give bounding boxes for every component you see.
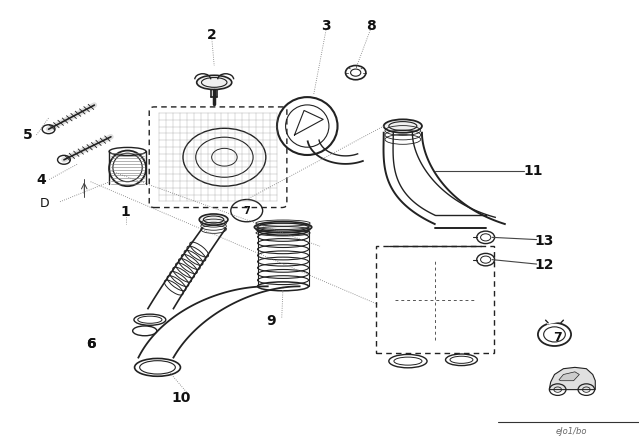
Text: 5: 5 xyxy=(23,128,33,142)
Text: 12: 12 xyxy=(534,258,554,272)
Text: 3: 3 xyxy=(321,19,331,33)
Text: 6: 6 xyxy=(86,337,95,351)
Text: 9: 9 xyxy=(266,314,276,328)
Ellipse shape xyxy=(254,222,312,233)
Ellipse shape xyxy=(196,75,232,90)
Text: D: D xyxy=(40,198,49,211)
Polygon shape xyxy=(549,367,595,390)
Text: 7: 7 xyxy=(553,331,561,344)
Text: 13: 13 xyxy=(534,234,554,248)
Polygon shape xyxy=(559,372,579,381)
Text: 11: 11 xyxy=(524,164,543,178)
Ellipse shape xyxy=(199,214,228,225)
Text: 1: 1 xyxy=(121,205,131,219)
Text: 7: 7 xyxy=(243,206,250,215)
Text: 6: 6 xyxy=(86,337,95,351)
Text: 4: 4 xyxy=(36,173,46,187)
Text: 10: 10 xyxy=(172,391,191,405)
Text: 8: 8 xyxy=(366,19,376,33)
Ellipse shape xyxy=(384,119,422,133)
Text: 2: 2 xyxy=(207,28,216,42)
Text: eJo1/bo: eJo1/bo xyxy=(556,426,588,435)
